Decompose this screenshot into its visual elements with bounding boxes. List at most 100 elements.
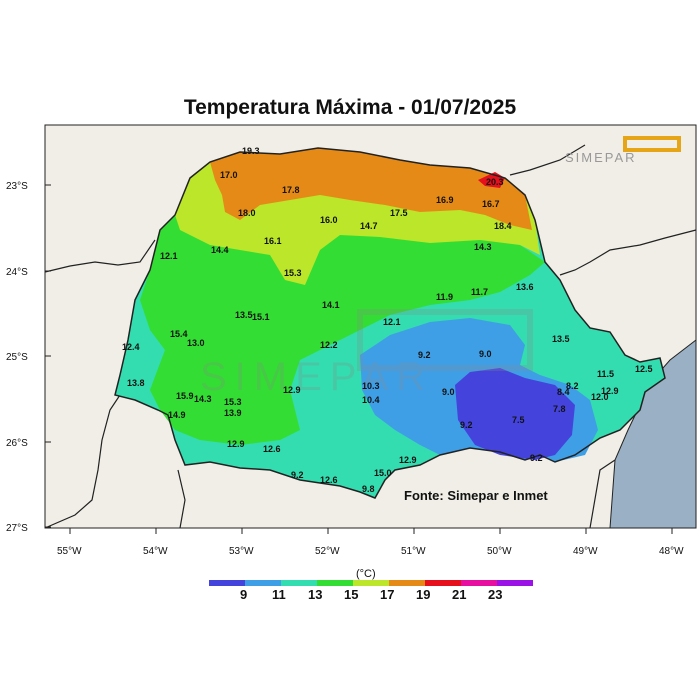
station-value: 12.9 xyxy=(283,385,301,395)
station-value: 12.0 xyxy=(591,392,609,402)
station-value: 15.3 xyxy=(284,268,302,278)
lon-label: 52°W xyxy=(315,546,340,557)
station-value: 13.9 xyxy=(224,408,242,418)
lon-label: 55°W xyxy=(57,546,82,557)
colorbar-segment xyxy=(281,580,317,586)
station-value: 12.5 xyxy=(635,364,653,374)
station-value: 19.3 xyxy=(242,146,260,156)
station-value: 15.3 xyxy=(224,397,242,407)
station-value: 9.2 xyxy=(291,470,304,480)
station-value: 9.0 xyxy=(479,349,492,359)
lat-axis: 23°S 24°S 25°S 26°S 27°S xyxy=(6,181,51,534)
station-values: 19.3 17.0 17.8 20.3 16.9 16.7 18.0 16.0 … xyxy=(122,146,653,494)
station-value: 14.3 xyxy=(474,242,492,252)
station-value: 12.6 xyxy=(320,475,338,485)
colorbar-segment xyxy=(461,580,497,586)
lat-label: 23°S xyxy=(6,181,28,192)
colorbar-segment xyxy=(317,580,353,586)
station-value: 12.4 xyxy=(122,342,140,352)
station-value: 10.4 xyxy=(362,395,380,405)
station-value: 16.9 xyxy=(436,195,454,205)
station-value: 15.4 xyxy=(170,329,188,339)
station-value: 18.0 xyxy=(238,208,256,218)
station-value: 12.9 xyxy=(399,455,417,465)
watermark: SIMEPAR xyxy=(200,309,533,399)
map-frame xyxy=(44,124,697,529)
station-value: 9.8 xyxy=(362,484,375,494)
colorbar-segment xyxy=(353,580,389,586)
lon-label: 53°W xyxy=(229,546,254,557)
colorbar-segment xyxy=(245,580,281,586)
station-value: 11.5 xyxy=(597,369,614,379)
station-value: 18.4 xyxy=(494,221,512,231)
colorbar-segment xyxy=(209,580,245,586)
station-value: 9.0 xyxy=(442,387,455,397)
source-text: Fonte: Simepar e Inmet xyxy=(404,488,548,503)
lat-label: 26°S xyxy=(6,438,28,449)
colorbar-segment xyxy=(425,580,461,586)
neighbor-borders xyxy=(44,144,697,529)
station-value: 8.4 xyxy=(557,387,570,397)
colorbar-segment xyxy=(497,580,533,586)
colorbar-labels: 9 11 13 15 17 19 21 23 xyxy=(240,587,502,602)
parana-outline xyxy=(114,147,666,499)
colorbar-label: 9 xyxy=(240,587,247,602)
station-value: 8.2 xyxy=(566,381,579,391)
lon-label: 50°W xyxy=(487,546,512,557)
colorbar-label: 19 xyxy=(416,587,430,602)
station-value: 11.9 xyxy=(436,292,453,302)
logo-text: SIMEPAR xyxy=(565,150,637,165)
svg-text:SIMEPAR: SIMEPAR xyxy=(200,355,433,399)
lon-label: 49°W xyxy=(573,546,598,557)
station-value: 13.8 xyxy=(127,378,145,388)
station-value: 12.9 xyxy=(601,386,619,396)
station-value: 15.9 xyxy=(176,391,194,401)
map-title: Temperatura Máxima - 01/07/2025 xyxy=(183,96,517,119)
station-value: 7.5 xyxy=(512,415,525,425)
lon-label: 51°W xyxy=(401,546,426,557)
colorbar-label: 13 xyxy=(308,587,322,602)
station-value: 12.1 xyxy=(383,317,401,327)
station-value: 17.8 xyxy=(282,185,300,195)
colorbar-unit: (°C) xyxy=(356,568,376,580)
station-value: 11.7 xyxy=(471,287,488,297)
lat-label: 24°S xyxy=(6,267,28,278)
station-value: 9.2 xyxy=(460,420,473,430)
lat-label: 27°S xyxy=(6,523,28,534)
station-value: 14.1 xyxy=(322,300,340,310)
station-value: 17.0 xyxy=(220,170,238,180)
colorbar-label: 17 xyxy=(380,587,394,602)
station-value: 9.2 xyxy=(530,453,543,463)
station-value: 14.4 xyxy=(211,245,229,255)
colorbar-label: 11 xyxy=(272,587,286,602)
station-value: 13.0 xyxy=(187,338,205,348)
station-value: 13.6 xyxy=(516,282,534,292)
lon-label: 48°W xyxy=(659,546,684,557)
station-value: 16.7 xyxy=(482,199,500,209)
station-value: 13.5 xyxy=(552,334,570,344)
station-value: 14.7 xyxy=(360,221,378,231)
station-value: 15.1 xyxy=(252,312,270,322)
station-value: 17.5 xyxy=(390,208,408,218)
lat-label: 25°S xyxy=(6,352,28,363)
station-value: 12.2 xyxy=(320,340,338,350)
colorbar-label: 15 xyxy=(344,587,358,602)
temperature-field xyxy=(114,147,666,499)
colorbar-label: 23 xyxy=(488,587,502,602)
colorbar-segment xyxy=(389,580,425,586)
station-value: 15.0 xyxy=(374,468,392,478)
station-value: 10.3 xyxy=(362,381,380,391)
station-value: 16.0 xyxy=(320,215,338,225)
simepar-logo: SIMEPAR xyxy=(565,136,681,165)
station-value: 7.8 xyxy=(553,404,566,414)
station-value: 16.1 xyxy=(264,236,282,246)
station-value: 12.1 xyxy=(160,251,178,261)
lon-axis: 55°W 54°W 53°W 52°W 51°W 50°W 49°W 48°W xyxy=(57,528,684,557)
station-value: 20.3 xyxy=(486,177,504,187)
station-value: 12.6 xyxy=(263,444,281,454)
station-value: 12.9 xyxy=(227,439,245,449)
station-value: 14.9 xyxy=(168,410,186,420)
colorbar-label: 21 xyxy=(452,587,466,602)
station-value: 9.2 xyxy=(418,350,431,360)
